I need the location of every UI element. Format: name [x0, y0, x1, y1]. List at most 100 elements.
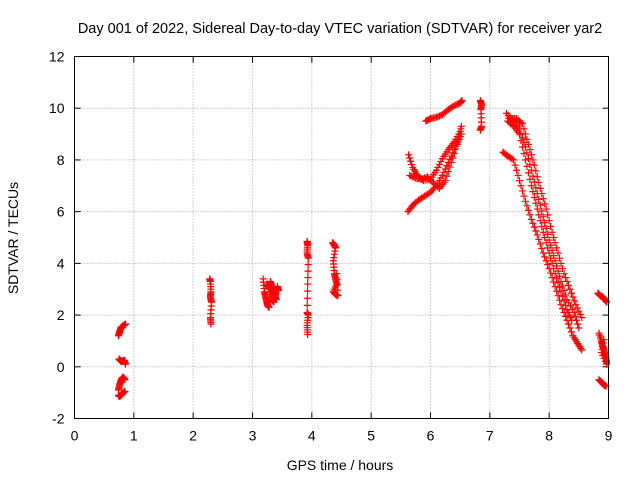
- series-arc-5: [329, 239, 342, 300]
- data-point-marker: [539, 195, 547, 203]
- data-point-marker: [566, 285, 574, 293]
- data-point-marker: [441, 177, 449, 185]
- data-point-marker: [533, 173, 541, 181]
- data-point-marker: [551, 239, 559, 247]
- series-arc-1a: [114, 320, 130, 340]
- data-point-marker: [574, 320, 582, 328]
- data-point-marker: [438, 171, 446, 179]
- series-arc-9b: [595, 329, 611, 368]
- data-point-marker: [458, 96, 466, 104]
- data-point-marker: [524, 155, 532, 163]
- data-point-marker: [541, 253, 549, 261]
- x-tick-label: 4: [308, 428, 316, 444]
- data-point-marker: [532, 167, 540, 175]
- x-tick-label: 5: [367, 428, 375, 444]
- data-point-marker: [457, 122, 465, 130]
- data-point-marker: [513, 166, 521, 174]
- series-arc-8b: [505, 115, 586, 322]
- plot-frame: [74, 56, 609, 419]
- data-point-marker: [561, 274, 569, 282]
- series-arc-9c: [595, 376, 610, 390]
- data-point-marker: [418, 175, 426, 183]
- data-point-marker: [544, 244, 552, 252]
- data-point-marker: [536, 184, 544, 192]
- data-point-marker: [265, 303, 273, 311]
- data-point-marker: [523, 162, 531, 170]
- data-point-marker: [567, 289, 575, 297]
- data-point-marker: [561, 291, 569, 299]
- data-point-marker: [559, 292, 567, 300]
- data-point-marker: [560, 287, 568, 295]
- data-point-marker: [536, 217, 544, 225]
- data-point-marker: [578, 314, 586, 322]
- data-point-marker: [407, 157, 415, 165]
- data-point-marker: [567, 328, 575, 336]
- data-points: [114, 96, 611, 401]
- x-tick-label: 0: [71, 428, 79, 444]
- data-point-marker: [523, 149, 531, 157]
- series-arc-3: [259, 275, 283, 311]
- data-point-marker: [529, 188, 537, 196]
- data-point-marker: [424, 173, 432, 181]
- data-point-marker: [440, 168, 448, 176]
- data-point-marker: [527, 215, 535, 223]
- data-point-marker: [121, 376, 129, 384]
- data-point-marker: [547, 254, 555, 262]
- data-point-marker: [520, 149, 528, 157]
- data-point-marker: [449, 154, 457, 162]
- x-tick-label: 1: [130, 428, 138, 444]
- data-point-marker: [544, 261, 552, 269]
- data-point-marker: [557, 288, 565, 296]
- data-point-marker: [548, 259, 556, 267]
- y-tick-label: 0: [57, 359, 65, 375]
- data-point-marker: [446, 155, 454, 163]
- data-point-marker: [408, 160, 416, 168]
- y-tick-labels: -2 0 2 4 6 8 10 12: [49, 49, 65, 427]
- data-point-marker: [272, 290, 280, 298]
- y-tick-label: -2: [52, 411, 65, 427]
- series-arc-8d: [504, 117, 576, 324]
- data-point-marker: [407, 172, 415, 180]
- data-point-marker: [551, 283, 559, 291]
- data-point-marker: [554, 292, 562, 300]
- data-point-marker: [530, 178, 538, 186]
- data-point-marker: [575, 324, 583, 332]
- data-point-marker: [545, 249, 553, 257]
- data-point-marker: [427, 176, 434, 184]
- x-tick-label: 2: [189, 428, 197, 444]
- data-point-marker: [508, 121, 516, 129]
- series-arc-1d: [114, 387, 129, 401]
- data-point-marker: [536, 240, 544, 248]
- x-tick-label: 6: [427, 428, 435, 444]
- data-point-marker: [303, 301, 311, 309]
- data-point-marker: [520, 192, 528, 200]
- data-point-marker: [516, 130, 523, 138]
- data-point-marker: [560, 297, 568, 305]
- data-point-marker: [409, 173, 417, 181]
- data-point-marker: [521, 197, 529, 205]
- data-point-marker: [428, 187, 436, 195]
- y-tick-label: 4: [57, 255, 65, 271]
- data-point-marker: [557, 259, 565, 267]
- data-point-marker: [577, 344, 585, 352]
- series-arc-9a: [594, 289, 611, 306]
- data-point-marker: [548, 228, 556, 236]
- series-arc-2: [206, 275, 216, 328]
- series-arc-6c: [406, 130, 465, 192]
- data-point-marker: [405, 151, 413, 159]
- data-point-marker: [550, 234, 558, 241]
- data-point-marker: [553, 287, 561, 295]
- data-point-marker: [551, 270, 559, 278]
- data-point-marker: [446, 163, 454, 171]
- data-point-marker: [304, 274, 312, 282]
- data-point-marker: [435, 112, 443, 120]
- data-point-marker: [561, 301, 569, 309]
- data-point-marker: [514, 171, 522, 179]
- data-point-marker: [568, 316, 576, 324]
- data-point-marker: [542, 257, 550, 265]
- series-arc-8c: [499, 148, 586, 354]
- data-point-marker: [600, 336, 608, 344]
- data-point-marker: [425, 174, 433, 182]
